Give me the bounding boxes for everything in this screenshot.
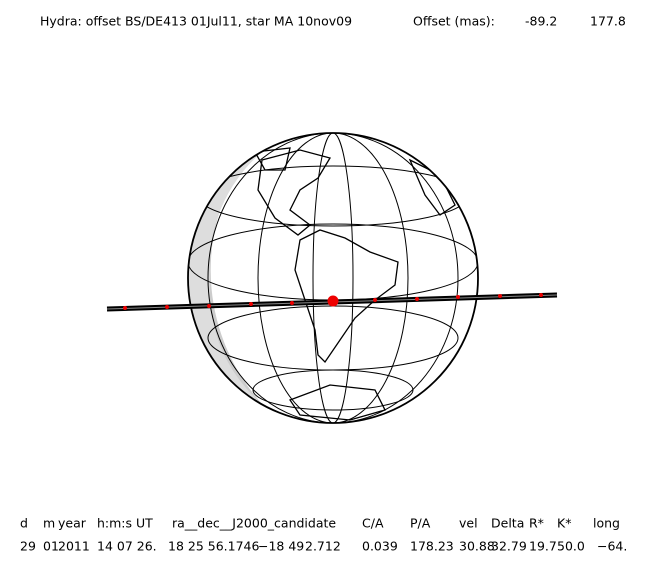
table-cell: 01 <box>43 539 59 554</box>
column-header: m <box>43 516 55 531</box>
table-cell: 178.23 <box>410 539 454 554</box>
table-cell: 2.712 <box>305 539 341 554</box>
title: Hydra: offset BS/DE413 01Jul11, star MA … <box>40 14 352 29</box>
table-cell: 50.0 <box>557 539 585 554</box>
shadow-path <box>106 292 558 312</box>
column-header: Delta <box>491 516 524 531</box>
column-header: P/A <box>410 516 431 531</box>
table-cell: −18 49 <box>258 539 304 554</box>
column-header: K* <box>557 516 571 531</box>
column-header: long <box>593 516 620 531</box>
table-cell: 30.88 <box>459 539 495 554</box>
globe <box>187 132 479 424</box>
column-header: ra__dec__J2000_candidate <box>172 516 336 531</box>
column-header: d <box>20 516 28 531</box>
table-cell: 14 07 26. <box>97 539 157 554</box>
column-header: year <box>58 516 87 531</box>
table-cell: 19.7 <box>529 539 557 554</box>
column-header: vel <box>459 516 478 531</box>
column-header: C/A <box>362 516 384 531</box>
table-cell: 32.79 <box>491 539 527 554</box>
offset-value: -89.2 <box>525 14 557 29</box>
column-header: h:m:s UT <box>97 516 153 531</box>
offset-label: Offset (mas): <box>413 14 495 29</box>
results-table: d m year h:m:s UT ra__dec__J2000_candidate C/… <box>20 516 627 554</box>
table-cell: 0.039 <box>362 539 398 554</box>
offset-value: 177.8 <box>590 14 626 29</box>
table-cell: 18 25 56.1746 <box>168 539 259 554</box>
table-cell: 29 <box>20 539 36 554</box>
table-cell: −64. <box>597 539 627 554</box>
column-header: R* <box>529 516 544 531</box>
table-cell: 2011 <box>58 539 90 554</box>
